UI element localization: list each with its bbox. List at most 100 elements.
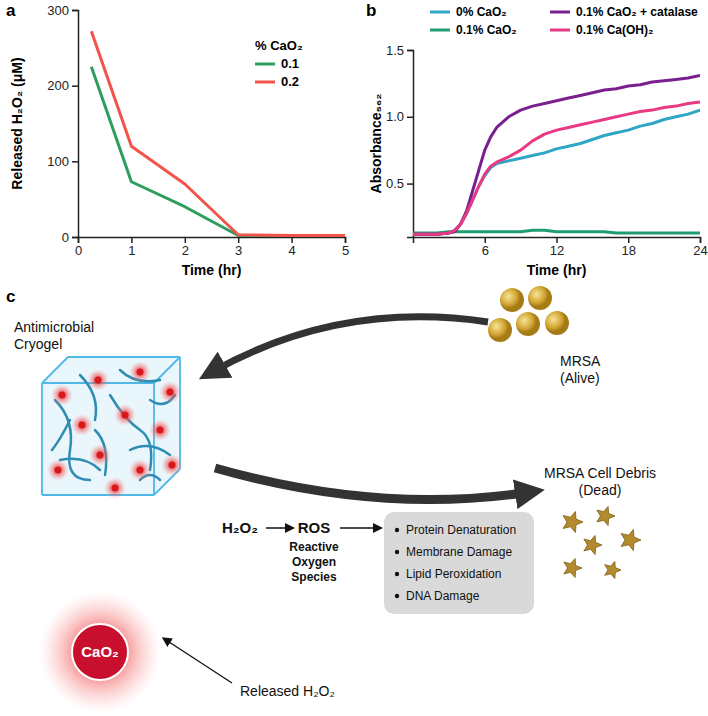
bullet [395,594,399,598]
tick-label: 0.5 [386,176,404,191]
particle [169,462,176,469]
line-series [91,67,345,236]
legend-label: 0.1% CaO₂ [456,23,517,37]
tick-label: 200 [47,78,69,93]
pathway-ros: ROS [298,519,331,536]
x-tick: 5 [342,237,349,258]
cryogel-cube [42,357,183,499]
pathway-ros-name: Reactive [289,540,339,554]
particle-glow [89,444,111,466]
particle-glow [129,459,151,481]
tick-label: 4 [288,243,295,258]
tick-mark [556,237,558,243]
tick-label: 2 [182,243,189,258]
particle [55,467,62,474]
tick-label: 1 [128,243,135,258]
tick-mark [291,237,293,243]
particle-glow [114,404,136,426]
x-axis-title: Time (hr) [182,262,242,278]
chart: 0123450100200300Time (hr)Released H₂O₂ (… [9,3,349,278]
arrow [266,527,290,529]
chart: 61218240.51.01.5Time (hr)Absorbance₅₆₂0%… [368,5,708,278]
x-tick: 1 [128,237,135,258]
y-tick: 0.5 [386,176,413,191]
plot-area [413,75,700,234]
effect-item: Protein Denaturation [406,523,516,537]
x-tick: 12 [550,237,564,258]
tick-mark [485,237,487,243]
particle [95,377,102,384]
cryogel-label: Cryogel [14,336,62,352]
effect-item: DNA Damage [406,589,480,603]
mrsa-debris [605,561,621,578]
cube-fiber [110,395,151,470]
cube-edge [179,357,181,469]
figure-canvas: abc0123450100200300Time (hr)Released H₂O… [0,0,708,716]
legend-title: % CaO₂ [255,38,303,53]
mrsa-alive-label: (Alive) [560,370,600,386]
mrsa-debris [597,507,615,526]
tick-mark [131,237,133,243]
tick-mark [72,237,78,239]
x-axis-title: Time (hr) [527,262,587,278]
y-axis-title: Absorbance₅₆₂ [368,94,384,194]
tick-label: 300 [47,3,69,18]
x-axis: 6 12 18 24 [414,237,708,258]
x-tick: 18 [622,237,636,258]
y-tick: 100 [47,154,78,169]
tick-mark [700,237,702,243]
y-tick: 0 [62,230,78,245]
tick-label: 1.5 [386,43,404,58]
cube-edge [41,383,43,495]
tick-mark [628,237,630,243]
cube-edge [42,494,154,496]
tick-label: 0 [62,230,69,245]
y-tick: 300 [47,3,78,18]
particle [97,452,104,459]
legend-label: 0.1% CaO₂ + catalase [576,5,698,19]
pathway-h2o2: H₂O₂ [222,519,258,536]
particle-glow [159,381,181,403]
plot-area [91,31,345,236]
legend-swatch [430,29,450,32]
x-tick: 24 [693,237,707,258]
particle [137,467,144,474]
cryogel-label: Antimicrobial [14,319,94,335]
diagram: AntimicrobialCryogelMRSA(Alive)MRSA Cell… [14,286,656,712]
arrow [212,317,488,372]
pathway-ros-name: Species [291,570,337,584]
tick-label: 24 [693,243,707,258]
tick-mark [407,50,413,52]
legend-swatch [430,11,450,14]
tick-label: 5 [342,243,349,258]
particle-glow [149,419,171,441]
mrsa-debris [563,512,583,533]
axis-line [414,238,701,244]
effects-box [384,512,534,614]
tick-label: 12 [550,243,564,258]
arrow [166,640,232,683]
particle-glow [161,454,183,476]
y-tick: 200 [47,78,78,93]
particle [167,389,174,396]
axis-line [407,51,414,238]
x-tick: 4 [288,237,295,258]
axis-line [79,238,346,244]
legend: 0% CaO₂0.1% CaO₂0.1% CaO₂ + catalase0.1%… [430,5,698,37]
mrsa-alive-label: MRSA [560,353,601,369]
tick-label: 6 [482,243,489,258]
particle-glow [129,361,151,383]
x-tick: 2 [182,237,189,258]
panel-label: b [366,1,376,20]
particle [59,392,66,399]
particle-glow [51,384,73,406]
cube-face [42,357,180,495]
legend-label: 0.2 [281,74,299,89]
legend-label: 0.1 [281,56,299,71]
bullet [395,550,399,554]
cube-fiber [130,446,170,455]
legend-swatch [550,29,570,32]
legend: % CaO₂ 0.1 0.2 [255,38,303,89]
figure: abc0123450100200300Time (hr)Released H₂O… [0,0,708,716]
tick-mark [345,237,347,243]
